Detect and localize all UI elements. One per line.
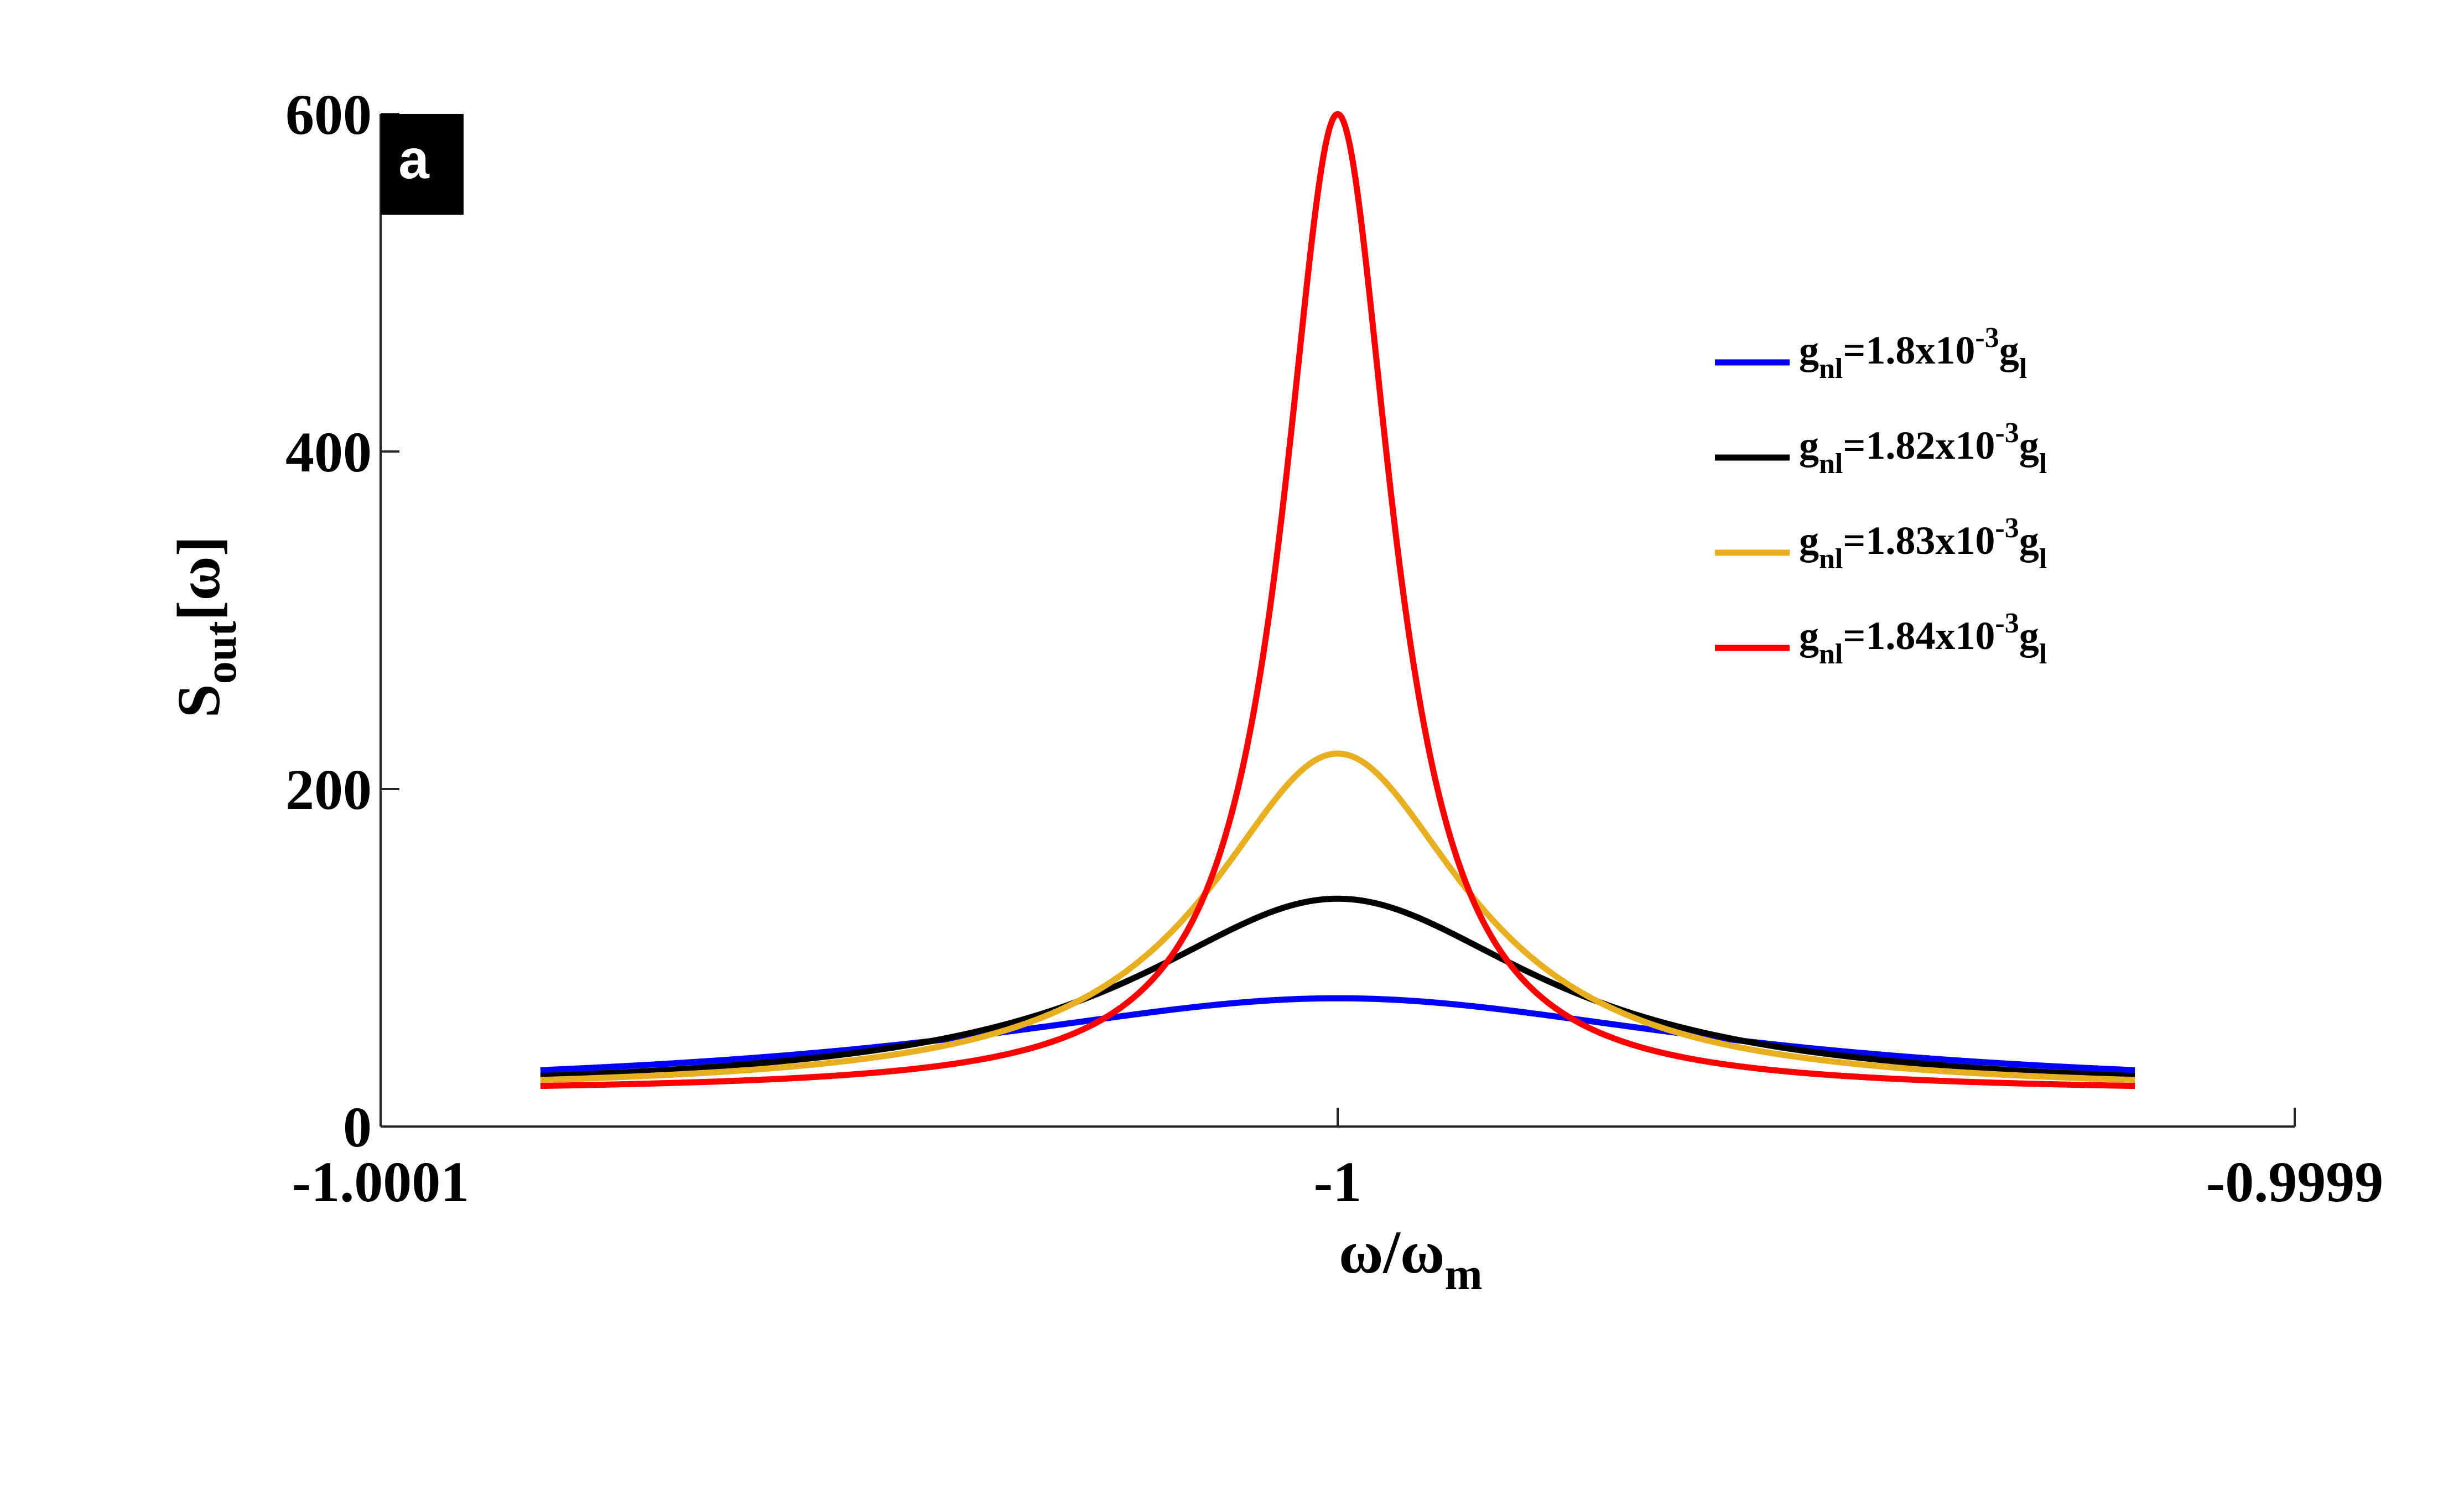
x-tick-label: -1.0001 [292,1150,470,1214]
x-axis-title-main: ω/ω [1339,1218,1444,1286]
x-tick-label: -1 [1314,1150,1362,1214]
y-axis-title-main: S [165,684,232,718]
series-line-2 [539,895,2136,1079]
panel-label-box [381,114,464,215]
series-line-4 [539,111,2136,1089]
y-axis-title-tail: [ω] [165,536,232,621]
series-line-1 [539,995,2136,1073]
legend-entry-4: gnl=1.84x10-3gl [1799,608,2047,670]
legend-entry-1: gnl=1.8x10-3gl [1799,322,2027,385]
legend-entry-3: gnl=1.83x10-3gl [1799,512,2047,575]
y-axis-title: Sout[ω] [165,536,246,718]
y-tick-label: 0 [343,1096,372,1159]
panel-label-text: a [398,128,430,190]
series-line-3 [539,750,2136,1083]
series-group [539,111,2136,1089]
y-tick-label: 600 [285,83,372,147]
x-axis-title: ω/ωm [1339,1218,1483,1299]
x-tick-label: -0.9999 [2206,1150,2384,1214]
y-axis-title-sub: out [195,621,246,684]
y-tick-label: 400 [285,421,372,484]
ticks: -1.0001 -1 -0.9999 0 200 400 600 [285,83,2383,1214]
legend-entry-2: gnl=1.82x10-3gl [1799,417,2047,480]
y-tick-label: 200 [285,758,372,822]
legend: gnl=1.8x10-3gl gnl=1.82x10-3gl gnl=1.83x10… [1715,322,2047,670]
panel-label: a [381,114,464,215]
x-axis-title-sub: m [1444,1249,1482,1299]
